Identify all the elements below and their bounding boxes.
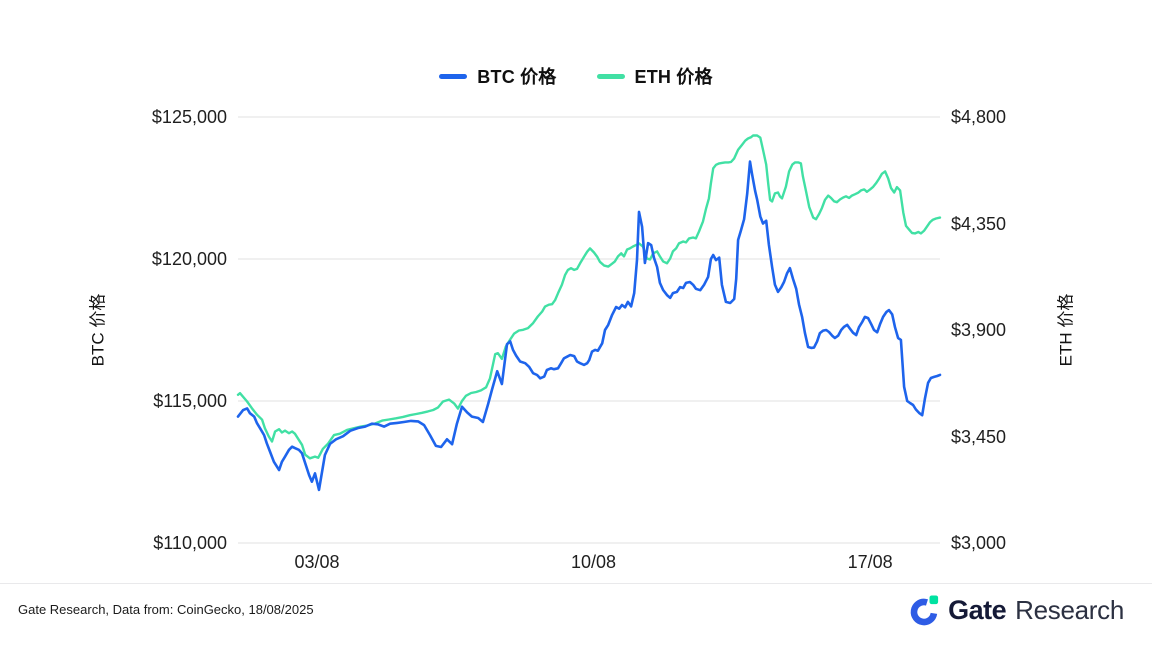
data-source-note: Gate Research, Data from: CoinGecko, 18/… <box>18 602 314 617</box>
eth-price-line <box>236 134 942 460</box>
eth-axis-tick: $4,800 <box>951 107 1007 127</box>
eth-axis-tick: $4,350 <box>951 213 1007 234</box>
btc-price-line <box>236 160 942 492</box>
date-axis-tick: 17/08 <box>847 552 893 572</box>
btc-axis-tick: $125,000 <box>151 107 227 127</box>
date-axis-tick: 10/08 <box>570 552 617 572</box>
eth-axis-tick: $3,900 <box>951 320 1007 340</box>
btc-axis-tick: $115,000 <box>153 391 227 411</box>
eth-legend-swatch-icon <box>596 73 625 79</box>
eth-axis-tick: $3,000 <box>951 533 1007 553</box>
date-axis-tick: 03/08 <box>294 552 340 572</box>
gate-research-logo[interactable]: Gate Research <box>909 593 1124 628</box>
logo-text-gate: Gate <box>948 595 1007 625</box>
footer-divider <box>0 583 1152 584</box>
btc-legend-label: BTC 价格 <box>477 67 557 87</box>
chart-legend: BTC 价格 ETH 价格 <box>0 63 1152 89</box>
eth-legend-label: ETH 价格 <box>634 67 713 87</box>
logo-text-research: Research <box>1015 595 1124 625</box>
btc-axis-tick: $120,000 <box>151 249 227 269</box>
legend-item-eth[interactable]: ETH 价格 <box>596 63 713 89</box>
eth-axis-tick: $3,450 <box>951 426 1007 447</box>
btc-legend-swatch-icon <box>439 73 468 79</box>
btc-axis-tick: $110,000 <box>153 533 227 553</box>
legend-item-btc[interactable]: BTC 价格 <box>439 63 556 89</box>
gate-logo-icon <box>910 595 939 626</box>
